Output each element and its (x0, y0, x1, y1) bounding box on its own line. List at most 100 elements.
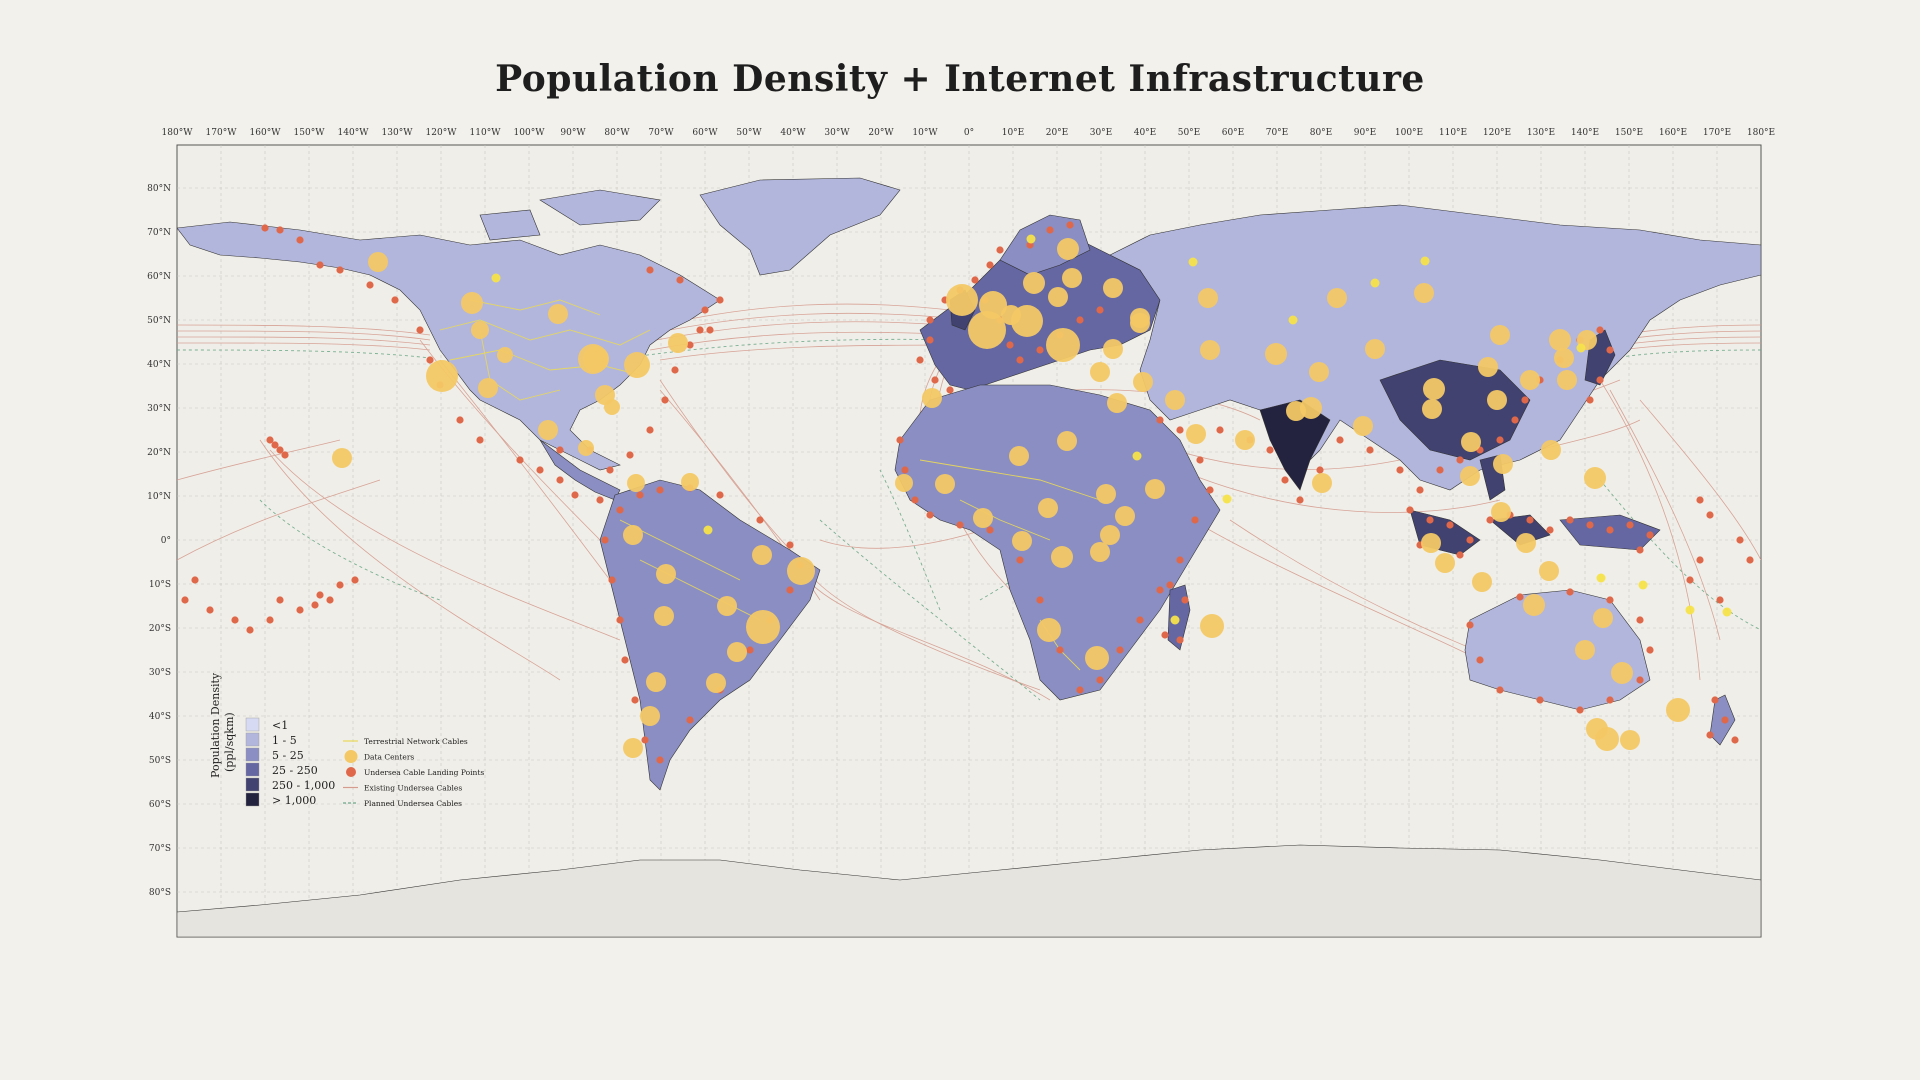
longitude-label: 50°W (736, 128, 762, 138)
latitude-label: 40°N (147, 360, 171, 370)
landing-point (1646, 646, 1654, 654)
data-center-small (1638, 580, 1648, 590)
legend-circle-symbol (346, 767, 356, 777)
data-center (1472, 572, 1492, 592)
landing-point (1116, 646, 1124, 654)
legend-class-label: 250 - 1,000 (272, 779, 335, 792)
legend-class-label: 1 - 5 (272, 734, 297, 747)
landing-point (1161, 631, 1169, 639)
landing-point (631, 696, 639, 704)
legend-layer-label: Data Centers (364, 753, 414, 762)
data-center (1235, 430, 1255, 450)
latitude-label: 30°S (149, 668, 171, 678)
data-center (1100, 525, 1120, 545)
landing-point (1036, 346, 1044, 354)
data-center-small (1132, 451, 1142, 461)
data-center (1478, 357, 1498, 377)
legend-density-title: Population Density (209, 672, 222, 778)
legend-class-label: > 1,000 (272, 794, 316, 807)
data-center (578, 440, 594, 456)
landing-point (1426, 516, 1434, 524)
data-center (1539, 561, 1559, 581)
landing-point (1456, 551, 1464, 559)
latitude-label: 20°N (147, 448, 171, 458)
data-center (1557, 370, 1577, 390)
data-center-small (491, 273, 501, 283)
data-center (1103, 278, 1123, 298)
landing-point (426, 356, 434, 364)
data-center (752, 545, 772, 565)
landing-point (1746, 556, 1754, 564)
data-center (1186, 424, 1206, 444)
longitude-label: 150°E (1615, 128, 1643, 138)
landing-point (556, 476, 564, 484)
landing-point (671, 366, 679, 374)
landing-point (946, 386, 954, 394)
landing-point (1446, 521, 1454, 529)
data-center (935, 474, 955, 494)
data-center (1090, 362, 1110, 382)
data-center-small (1722, 607, 1732, 617)
landing-point (1596, 326, 1604, 334)
longitude-label: 170°W (206, 128, 238, 138)
legend-class-label: 25 - 250 (272, 764, 318, 777)
data-center (727, 642, 747, 662)
data-center (1309, 362, 1329, 382)
longitude-label: 30°W (824, 128, 850, 138)
longitude-label: 110°E (1439, 128, 1467, 138)
data-center (1353, 416, 1373, 436)
landing-point (1466, 536, 1474, 544)
landing-point (476, 436, 484, 444)
longitude-label: 180°W (162, 128, 194, 138)
data-center (1133, 372, 1153, 392)
data-center (1365, 339, 1385, 359)
latitude-label: 60°S (149, 800, 171, 810)
data-center-small (1222, 494, 1232, 504)
landing-point (686, 716, 694, 724)
landing-point (1476, 656, 1484, 664)
longitude-label: 90°W (560, 128, 586, 138)
landing-point (1096, 676, 1104, 684)
longitude-label: 60°W (692, 128, 718, 138)
landing-point (1496, 686, 1504, 694)
landing-point (926, 336, 934, 344)
landing-point (1076, 316, 1084, 324)
longitude-label: 140°W (338, 128, 370, 138)
landing-point (1716, 596, 1724, 604)
data-center (1461, 432, 1481, 452)
data-center (1009, 446, 1029, 466)
landing-point (571, 491, 579, 499)
data-center (1435, 553, 1455, 573)
landing-point (191, 576, 199, 584)
landing-point (261, 224, 269, 232)
latitude-label: 10°S (149, 580, 171, 590)
data-center (1085, 646, 1109, 670)
landing-point (1696, 556, 1704, 564)
landing-point (1686, 576, 1694, 584)
landing-point (616, 506, 624, 514)
landing-point (706, 326, 714, 334)
longitude-label: 150°W (294, 128, 326, 138)
longitude-label: 50°E (1178, 128, 1201, 138)
data-center (973, 508, 993, 528)
longitude-label: 10°W (912, 128, 938, 138)
landing-point (896, 436, 904, 444)
longitude-label: 20°E (1046, 128, 1069, 138)
data-center (1286, 401, 1306, 421)
data-center (1062, 268, 1082, 288)
data-center (1200, 614, 1224, 638)
data-center (668, 333, 688, 353)
landing-point (1156, 416, 1164, 424)
landing-point (1176, 426, 1184, 434)
landing-point (756, 516, 764, 524)
landing-point (1606, 596, 1614, 604)
landing-point (1016, 356, 1024, 364)
data-center (1422, 399, 1442, 419)
landing-point (1456, 456, 1464, 464)
landing-point (1006, 341, 1014, 349)
landing-point (336, 266, 344, 274)
data-center (681, 473, 699, 491)
longitude-labels: 180°W 170°W 160°W 150°W 140°W 130°W 120°W 110°W… (162, 128, 1776, 138)
landing-point (516, 456, 524, 464)
data-center (1057, 238, 1079, 260)
